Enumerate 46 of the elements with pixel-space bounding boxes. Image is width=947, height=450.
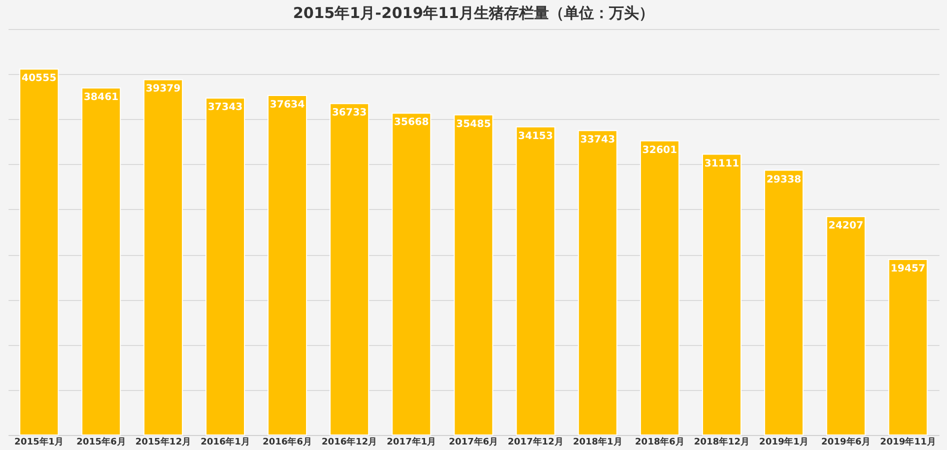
x-tick-label: 2018年6月 <box>635 436 684 448</box>
data-label: 33743 <box>580 134 616 146</box>
bar <box>516 126 556 436</box>
x-tick-label: 2018年12月 <box>694 436 750 448</box>
data-label: 37343 <box>208 102 243 114</box>
data-label: 35485 <box>456 118 491 130</box>
bar <box>330 103 370 436</box>
bar <box>826 216 866 436</box>
data-label: 40555 <box>22 73 56 84</box>
x-tick-label: 2019年1月 <box>759 436 808 448</box>
x-tick-label: 2015年12月 <box>135 436 191 448</box>
data-label: 35668 <box>394 117 429 128</box>
bar <box>143 79 183 436</box>
data-label: 32601 <box>642 144 678 156</box>
bar <box>268 94 308 436</box>
data-label: 31111 <box>704 158 740 170</box>
x-tick-label: 2015年1月 <box>14 436 64 448</box>
x-tick-label: 2019年11月 <box>880 436 936 448</box>
x-tick-label: 2018年1月 <box>572 436 622 448</box>
x-tick-label: 2015年6月 <box>76 436 126 448</box>
chart-title: 2015年1月-2019年11月生猪存栏量（单位：万头） <box>292 4 654 22</box>
data-label: 38461 <box>84 92 119 103</box>
data-label: 37634 <box>270 99 305 110</box>
bar <box>578 130 618 436</box>
bar <box>81 87 121 436</box>
x-tick-label: 2019年6月 <box>821 436 871 448</box>
bar <box>392 112 432 436</box>
bar <box>205 98 245 436</box>
bar <box>19 68 59 436</box>
x-tick-label: 2016年12月 <box>322 436 378 448</box>
bar <box>454 114 494 436</box>
data-label: 24207 <box>828 220 864 232</box>
data-label: 34153 <box>518 130 553 142</box>
x-tick-label: 2017年12月 <box>508 436 564 448</box>
bar <box>764 170 804 436</box>
bar <box>640 140 680 436</box>
bar <box>888 258 928 436</box>
data-label: 36733 <box>332 108 367 119</box>
x-tick-label: 2016年6月 <box>262 436 312 448</box>
x-tick-label: 2016年1月 <box>200 436 250 448</box>
bar <box>702 154 742 436</box>
data-label: 39379 <box>146 84 181 95</box>
x-tick-label: 2017年1月 <box>386 436 436 448</box>
data-label: 19457 <box>890 263 926 274</box>
data-label: 29338 <box>766 174 802 186</box>
x-tick-label: 2017年6月 <box>448 436 498 448</box>
